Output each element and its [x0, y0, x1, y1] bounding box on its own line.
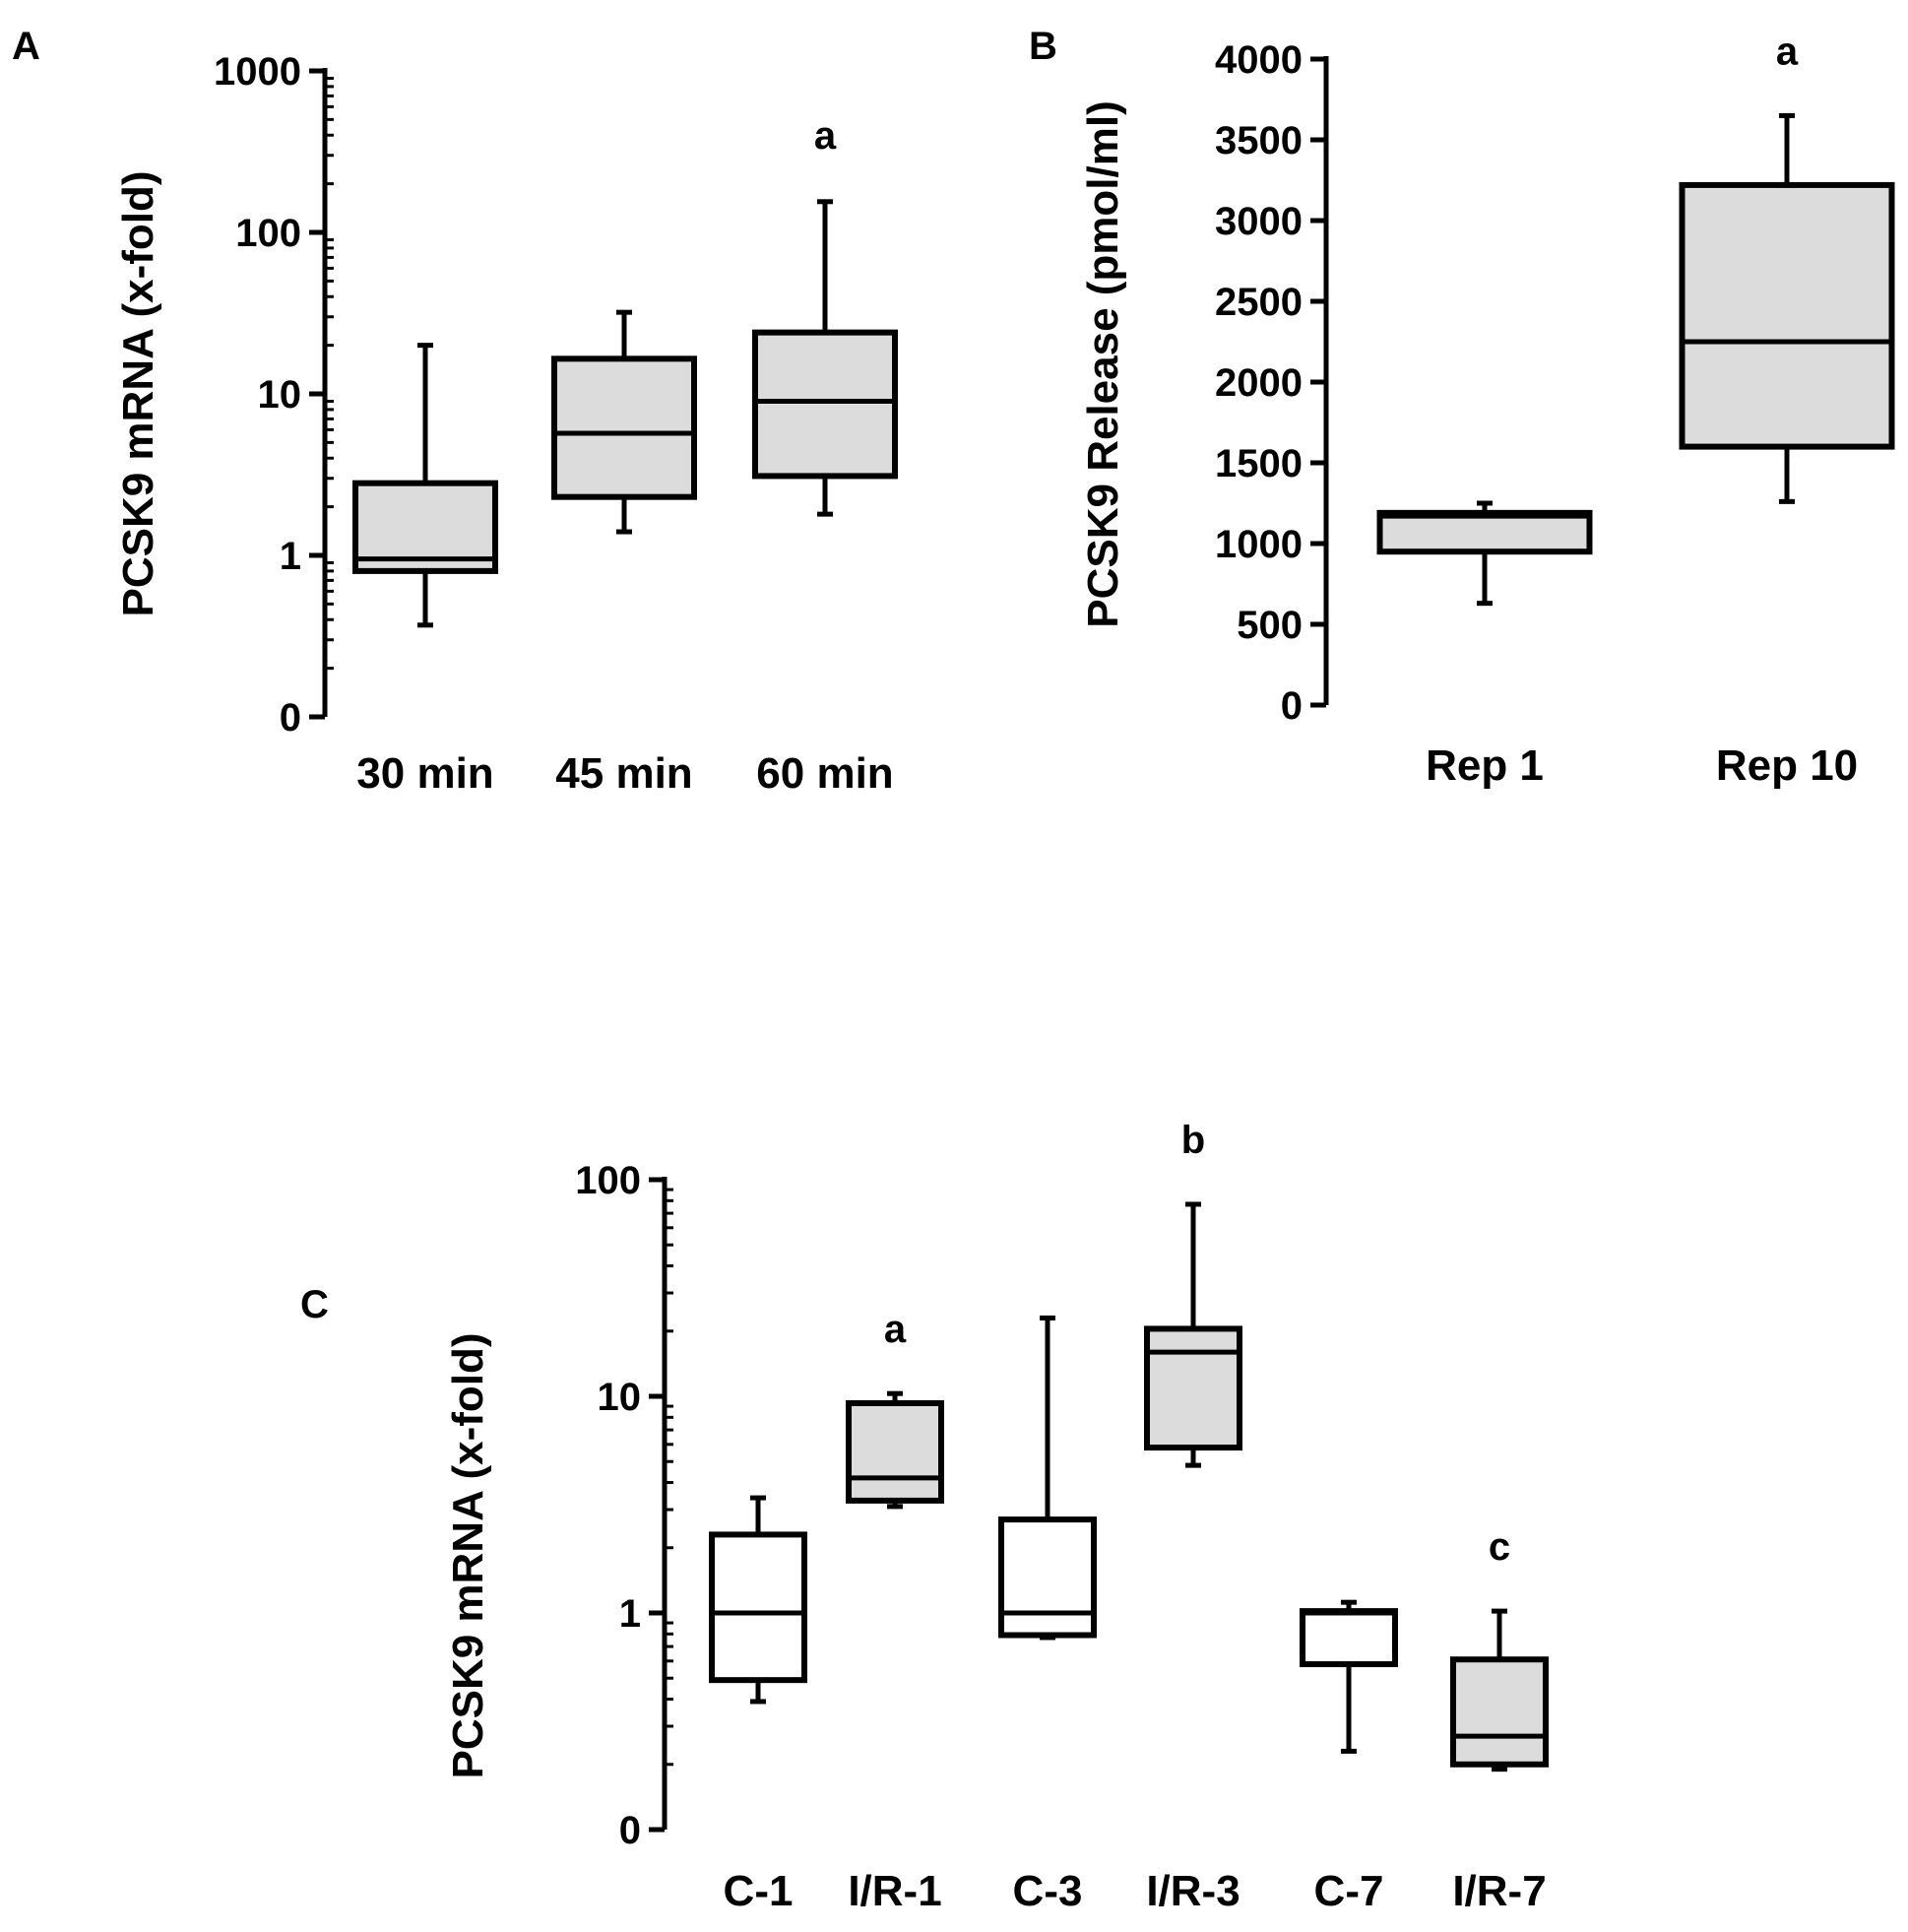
box-iqr: [1300, 1608, 1398, 1668]
y-tick-label: 100: [235, 212, 301, 255]
y-tick-label: 1000: [214, 50, 301, 94]
x-category-label: 60 min: [756, 749, 893, 798]
y-tick-label: 3500: [1215, 119, 1303, 162]
panel-letter: C: [300, 1283, 329, 1326]
y-tick-label: 1: [280, 535, 301, 578]
y-tick-label: 10: [258, 373, 302, 417]
box-iqr: [1679, 181, 1895, 450]
y-tick-label: 1: [619, 1592, 641, 1636]
box-iqr: [352, 480, 498, 574]
x-category-label: C-1: [724, 1867, 794, 1915]
box-iqr: [846, 1399, 944, 1504]
x-category-label: Rep 10: [1716, 741, 1858, 790]
x-category-label: Rep 1: [1426, 741, 1544, 790]
panel-b-chart: B PCSK9 Release (pmol/ml) 0 500 1000 1500 2000…: [1029, 25, 1895, 790]
y-tick-label: 10: [598, 1376, 642, 1419]
panel-a-chart: A PCSK9 mRNA (x-fold) 0 1 10 100 1000 30 min 45 …: [12, 25, 898, 798]
box-iqr: [709, 1531, 807, 1684]
y-axis-title: PCSK9 mRNA (x-fold): [444, 1332, 492, 1778]
significance-label: a: [884, 1308, 907, 1351]
y-axis-title: PCSK9 Release (pmol/ml): [1079, 100, 1127, 628]
box-iqr: [551, 355, 697, 500]
x-category-label: C-7: [1314, 1867, 1384, 1915]
x-category-label: I/R-3: [1146, 1867, 1240, 1915]
x-category-label: C-3: [1013, 1867, 1083, 1915]
y-tick-label: 0: [280, 696, 301, 740]
significance-label: b: [1181, 1119, 1205, 1162]
box-iqr: [1144, 1325, 1242, 1451]
panel-letter: A: [12, 25, 40, 68]
x-category-label: I/R-7: [1452, 1867, 1546, 1915]
box-iqr: [1450, 1656, 1549, 1768]
y-tick-label: 1500: [1215, 442, 1303, 485]
box-iqr: [1376, 509, 1593, 555]
x-category-label: I/R-1: [848, 1867, 941, 1915]
y-tick-label: 1000: [1215, 523, 1303, 566]
y-tick-label: 0: [619, 1809, 641, 1852]
x-category-label: 45 min: [555, 749, 692, 798]
y-tick-label: 2500: [1215, 281, 1303, 324]
x-category-label: 30 min: [356, 749, 493, 798]
panel-letter: B: [1029, 25, 1057, 68]
panel-c-chart: C PCSK9 mRNA (x-fold) 0 1 10 100 C-1 I/R-1 C-3 I/…: [300, 1119, 1549, 1915]
y-tick-label: 3000: [1215, 200, 1303, 243]
y-tick-label: 0: [1281, 684, 1303, 728]
box-iqr: [752, 329, 898, 480]
y-tick-label: 4000: [1215, 38, 1303, 82]
significance-label: c: [1489, 1525, 1510, 1569]
significance-label: a: [1776, 30, 1799, 73]
y-axis-title: PCSK9 mRNA (x-fold): [114, 170, 162, 616]
y-tick-label: 500: [1237, 604, 1303, 647]
significance-label: a: [814, 114, 837, 158]
y-tick-label: 2000: [1215, 361, 1303, 405]
y-tick-label: 100: [575, 1159, 641, 1202]
box-iqr: [998, 1516, 1097, 1639]
